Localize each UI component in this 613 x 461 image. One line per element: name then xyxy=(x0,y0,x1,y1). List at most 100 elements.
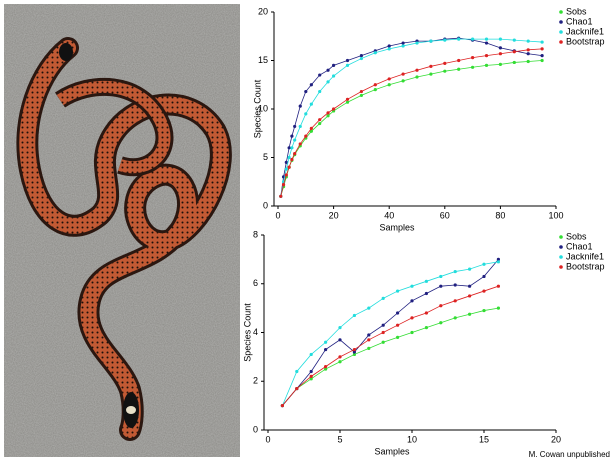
point xyxy=(295,387,298,390)
point xyxy=(332,64,335,67)
point xyxy=(415,75,418,78)
point xyxy=(324,341,327,344)
point xyxy=(527,52,530,55)
x-tick-label: 100 xyxy=(548,210,563,220)
point xyxy=(310,83,313,86)
point xyxy=(388,44,391,47)
point xyxy=(497,260,500,263)
point xyxy=(457,68,460,71)
point xyxy=(410,331,413,334)
point xyxy=(318,73,321,76)
point xyxy=(468,268,471,271)
point xyxy=(290,135,293,138)
point xyxy=(439,321,442,324)
point xyxy=(499,52,502,55)
series-line xyxy=(281,39,542,196)
point xyxy=(310,127,313,130)
point xyxy=(310,353,313,356)
y-axis-label: Species Count xyxy=(252,79,262,138)
point xyxy=(299,142,302,145)
snake-photo xyxy=(4,4,240,457)
point xyxy=(293,138,296,141)
point xyxy=(388,83,391,86)
point xyxy=(471,56,474,59)
x-axis-label: Samples xyxy=(374,446,410,456)
legend-marker xyxy=(559,255,563,259)
point xyxy=(304,135,307,138)
legend-marker xyxy=(559,245,563,249)
y-tick-label: 8 xyxy=(253,229,258,239)
point xyxy=(497,307,500,310)
credit: M. Cowan unpublished xyxy=(529,450,610,459)
point xyxy=(527,48,530,51)
point xyxy=(443,62,446,65)
series-line xyxy=(281,38,542,196)
point xyxy=(429,65,432,68)
point xyxy=(396,336,399,339)
point xyxy=(527,40,530,43)
point xyxy=(367,333,370,336)
legend-label: Chao1 xyxy=(566,241,593,251)
point xyxy=(299,125,302,128)
point xyxy=(454,270,457,273)
point xyxy=(338,355,341,358)
legend-label: Chao1 xyxy=(566,16,593,26)
point xyxy=(382,331,385,334)
point xyxy=(279,195,282,198)
figure: M. Cowan unpublished 0204060801000510152… xyxy=(0,0,613,461)
point xyxy=(396,324,399,327)
point xyxy=(288,166,291,169)
point xyxy=(332,107,335,110)
legend-label: Sobs xyxy=(566,6,587,16)
legend-label: Sobs xyxy=(566,231,587,241)
point xyxy=(346,59,349,62)
page: M. Cowan unpublished 0204060801000510152… xyxy=(0,0,613,461)
x-tick-label: 20 xyxy=(551,434,561,444)
point xyxy=(288,146,291,149)
point xyxy=(290,158,293,161)
point xyxy=(382,341,385,344)
point xyxy=(541,47,544,50)
legend-label: Bootstrap xyxy=(566,36,605,46)
point xyxy=(310,375,313,378)
legend-marker xyxy=(559,20,563,24)
x-tick-label: 20 xyxy=(329,210,339,220)
legend-marker xyxy=(559,30,563,34)
point xyxy=(374,83,377,86)
y-tick-label: 0 xyxy=(263,200,268,210)
point xyxy=(415,69,418,72)
x-tick-label: 0 xyxy=(275,210,280,220)
point xyxy=(410,285,413,288)
point xyxy=(443,70,446,73)
point xyxy=(288,156,291,159)
point xyxy=(353,314,356,317)
point xyxy=(338,338,341,341)
point xyxy=(281,404,284,407)
legend-marker xyxy=(559,40,563,44)
point xyxy=(360,57,363,60)
point xyxy=(425,326,428,329)
y-tick-label: 0 xyxy=(253,424,258,434)
point xyxy=(439,275,442,278)
point xyxy=(304,90,307,93)
point xyxy=(326,80,329,83)
point xyxy=(324,348,327,351)
x-tick-label: 60 xyxy=(440,210,450,220)
point xyxy=(367,347,370,350)
point xyxy=(285,173,288,176)
point xyxy=(471,66,474,69)
point xyxy=(454,316,457,319)
point xyxy=(541,54,544,57)
point xyxy=(482,289,485,292)
series-line xyxy=(282,286,498,405)
point xyxy=(457,38,460,41)
point xyxy=(310,103,313,106)
point xyxy=(429,40,432,43)
point xyxy=(410,316,413,319)
x-tick-label: 80 xyxy=(495,210,505,220)
point xyxy=(402,79,405,82)
point xyxy=(293,125,296,128)
y-tick-label: 2 xyxy=(253,376,258,386)
point xyxy=(499,38,502,41)
legend-label: Jacknife1 xyxy=(566,26,604,36)
